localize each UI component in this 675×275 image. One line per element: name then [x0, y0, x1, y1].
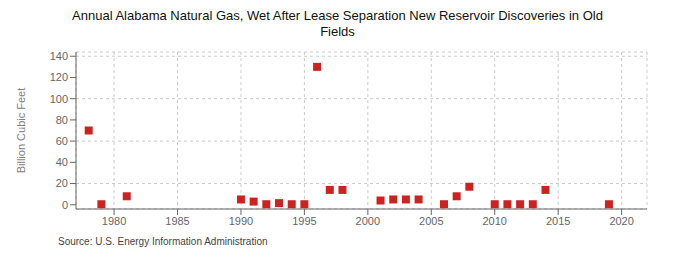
- svg-text:2010: 2010: [482, 215, 506, 227]
- html-text:Annual Alabama Natural Gas, We: Annual Alabama Natural Gas, Wet After Le…: [72, 8, 603, 39]
- svg-text:2005: 2005: [419, 215, 443, 227]
- html-text:Source: U.S. Energy Informatio: Source: U.S. Energy Information Administ…: [58, 236, 268, 247]
- svg-text:1985: 1985: [165, 215, 189, 227]
- svg-text:40: 40: [56, 156, 68, 168]
- svg-text:2020: 2020: [609, 215, 633, 227]
- svg-text:100: 100: [50, 93, 68, 105]
- svg-text:80: 80: [56, 114, 68, 126]
- svg-text:2015: 2015: [546, 215, 570, 227]
- svg-text:1980: 1980: [102, 215, 126, 227]
- svg-text:Billion Cubic Feet: Billion Cubic Feet: [15, 88, 27, 174]
- svg-text:1995: 1995: [292, 215, 316, 227]
- svg-text:60: 60: [56, 135, 68, 147]
- svg-text:120: 120: [50, 71, 68, 83]
- svg-text:140: 140: [50, 50, 68, 62]
- svg-text:1990: 1990: [229, 215, 253, 227]
- svg-text:20: 20: [56, 177, 68, 189]
- svg-text:2000: 2000: [356, 215, 380, 227]
- svg-text:0: 0: [62, 199, 68, 211]
